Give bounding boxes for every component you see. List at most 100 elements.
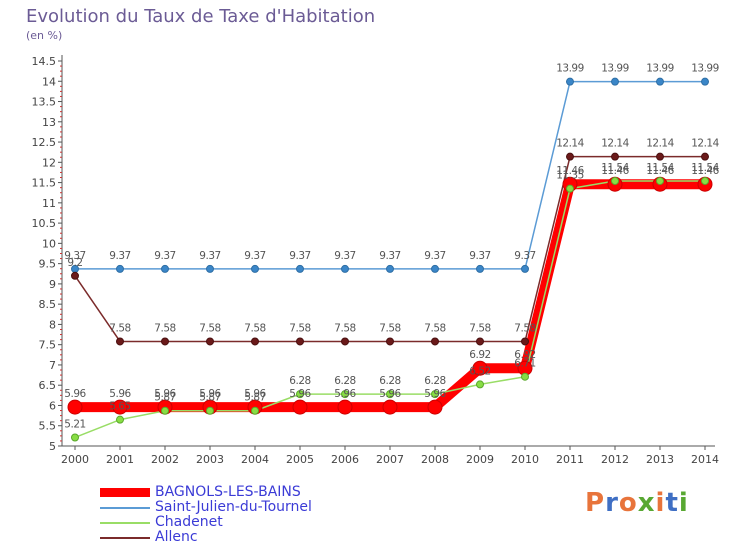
data-label-3: 7.58 bbox=[244, 322, 265, 334]
logo-letter: P bbox=[585, 488, 606, 518]
data-label-0: 5.96 bbox=[109, 388, 131, 400]
data-point-2 bbox=[521, 372, 529, 381]
data-point-2 bbox=[386, 390, 394, 399]
legend-swatch-chadenet bbox=[100, 521, 150, 524]
data-point-3 bbox=[341, 337, 349, 346]
data-label-1: 13.99 bbox=[646, 63, 674, 75]
data-point-2 bbox=[251, 406, 259, 415]
y-tick-label: 6.5 bbox=[39, 379, 57, 392]
y-tick-label: 9 bbox=[49, 278, 56, 291]
data-label-1: 9.37 bbox=[334, 250, 355, 262]
data-point-1 bbox=[611, 77, 619, 86]
data-point-1 bbox=[476, 264, 484, 273]
y-tick-label: 5.5 bbox=[39, 420, 57, 433]
data-label-0: 11.46 bbox=[646, 165, 674, 177]
data-label-1: 9.37 bbox=[514, 250, 535, 262]
y-tick-label: 7 bbox=[49, 359, 56, 372]
data-point-3 bbox=[656, 152, 664, 161]
data-label-0: 5.96 bbox=[244, 388, 266, 400]
data-point-2 bbox=[71, 433, 79, 442]
data-point-1 bbox=[116, 264, 124, 273]
data-point-0 bbox=[382, 399, 398, 415]
x-tick-label: 2014 bbox=[691, 453, 719, 466]
data-label-0: 5.96 bbox=[289, 388, 311, 400]
data-point-0 bbox=[472, 360, 488, 376]
data-point-1 bbox=[386, 264, 394, 273]
data-point-3 bbox=[71, 271, 79, 280]
logo-letter: i bbox=[655, 488, 666, 518]
x-tick-label: 2004 bbox=[241, 453, 269, 466]
data-label-1: 9.37 bbox=[289, 250, 310, 262]
data-label-1: 9.37 bbox=[244, 250, 265, 262]
data-label-2: 5.21 bbox=[64, 418, 85, 430]
y-tick-label: 5 bbox=[49, 440, 56, 453]
data-point-2 bbox=[161, 406, 169, 415]
data-point-1 bbox=[656, 77, 664, 86]
y-tick-label: 12 bbox=[42, 156, 56, 169]
data-point-3 bbox=[476, 337, 484, 346]
x-tick-label: 2003 bbox=[196, 453, 224, 466]
data-label-3: 7.58 bbox=[334, 322, 355, 334]
data-label-2: 11.35 bbox=[556, 170, 584, 182]
logo-letter: i bbox=[678, 488, 689, 518]
data-point-0 bbox=[427, 399, 443, 415]
data-label-2: 6.28 bbox=[334, 375, 355, 387]
data-point-1 bbox=[296, 264, 304, 273]
data-label-2: 5.87 bbox=[244, 392, 265, 404]
data-label-1: 9.37 bbox=[469, 250, 490, 262]
data-label-2: 11.54 bbox=[691, 162, 719, 174]
y-tick-label: 13.5 bbox=[32, 96, 57, 109]
data-label-3: 12.14 bbox=[601, 138, 629, 150]
y-tick-label: 10.5 bbox=[32, 217, 57, 230]
data-label-1: 9.37 bbox=[154, 250, 175, 262]
data-label-1: 9.37 bbox=[379, 250, 400, 262]
series-layer bbox=[67, 77, 713, 442]
x-tick-label: 2001 bbox=[106, 453, 134, 466]
y-tick-label: 10 bbox=[42, 237, 56, 250]
data-point-3 bbox=[611, 152, 619, 161]
legend-swatch-saint-julien bbox=[100, 506, 150, 509]
data-label-1: 9.37 bbox=[199, 250, 220, 262]
data-point-3 bbox=[251, 337, 259, 346]
x-tick-label: 2006 bbox=[331, 453, 359, 466]
data-point-1 bbox=[251, 264, 259, 273]
data-label-2: 11.54 bbox=[646, 162, 674, 174]
data-labels-layer: 5.96 5.96 5.96 5.96 5.96 5.96 5.96 5.96 5.96 6.92… bbox=[64, 63, 720, 431]
data-label-3: 7.58 bbox=[154, 322, 175, 334]
proxiti-logo: Proxiti bbox=[585, 488, 689, 518]
x-tick-label: 2007 bbox=[376, 453, 404, 466]
data-label-0: 5.96 bbox=[154, 388, 176, 400]
data-point-0 bbox=[292, 399, 308, 415]
data-point-2 bbox=[206, 406, 214, 415]
data-label-3: 7.58 bbox=[469, 322, 490, 334]
data-label-2: 6.28 bbox=[289, 375, 310, 387]
x-tick-label: 2012 bbox=[601, 453, 629, 466]
chart-title: Evolution du Taux de Taxe d'Habitation bbox=[26, 6, 376, 27]
legend-item-chadenet: Chadenet bbox=[100, 515, 312, 530]
data-label-3: 12.14 bbox=[556, 138, 584, 150]
data-point-3 bbox=[431, 337, 439, 346]
legend-swatch-bagnols bbox=[100, 488, 150, 497]
data-label-2: 6.28 bbox=[379, 375, 400, 387]
data-label-2: 5.65 bbox=[109, 401, 130, 413]
data-point-1 bbox=[206, 264, 214, 273]
data-point-1 bbox=[521, 264, 529, 273]
data-point-2 bbox=[611, 176, 619, 185]
data-point-2 bbox=[566, 184, 574, 193]
data-point-2 bbox=[476, 380, 484, 389]
data-point-3 bbox=[566, 152, 574, 161]
logo-letter: o bbox=[618, 488, 638, 518]
data-label-3: 12.14 bbox=[646, 138, 674, 150]
data-label-0: 6.92 bbox=[469, 349, 490, 361]
data-point-0 bbox=[67, 399, 83, 415]
logo-letter: x bbox=[637, 488, 656, 518]
x-tick-label: 2002 bbox=[151, 453, 179, 466]
data-point-1 bbox=[566, 77, 574, 86]
legend-label-allenc: Allenc bbox=[155, 529, 198, 545]
data-label-2: 5.87 bbox=[154, 392, 175, 404]
data-label-0: 5.96 bbox=[424, 388, 446, 400]
data-label-3: 7.58 bbox=[424, 322, 445, 334]
legend-label-bagnols: BAGNOLS-LES-BAINS bbox=[155, 484, 301, 500]
data-label-0: 5.96 bbox=[64, 388, 86, 400]
